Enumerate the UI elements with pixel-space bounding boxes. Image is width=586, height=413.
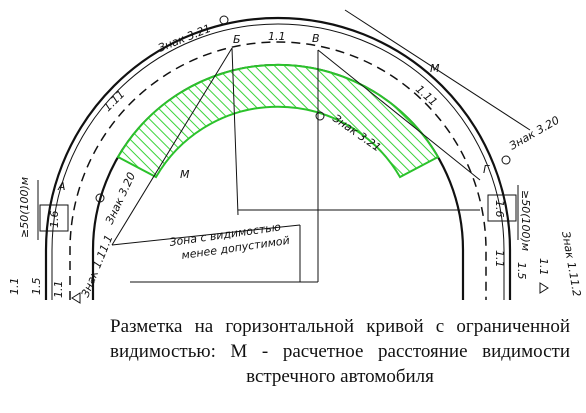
dimension-lines [37,9,549,304]
leader [111,224,301,246]
sign-icon [95,193,105,203]
marking-box [487,194,517,222]
caption: Разметка на горизонтальной кривой с огра… [110,316,570,387]
label: М [180,168,190,181]
label: Знак 1.11.1 [79,233,116,299]
label: 1.5 [30,278,43,296]
label: Б [233,33,241,46]
label: 1.6 [493,200,506,218]
label: ≥50(100)м [519,190,532,251]
sight-line [317,49,481,181]
road-outer-edge [44,16,512,300]
dimension-m [344,9,531,131]
label: Знак 3.20 [507,114,562,153]
road [44,16,512,300]
sign-icon [315,111,325,121]
label: А [57,180,66,193]
road-outer-line [51,23,505,300]
label: Знак 3.21 [156,22,212,55]
label: 1.1 [8,278,21,296]
label: В [312,32,320,45]
marking-box [39,204,69,232]
label: Знак 1.11.2 [559,230,583,297]
label: ≥50(100)м [18,177,31,238]
sight-line [111,47,233,246]
label: 1.1 [537,258,550,276]
arrows [71,282,549,304]
label: Г [483,163,490,176]
label: 1.6 [48,211,61,229]
sign-icon [219,15,229,25]
sight-line [231,47,239,216]
label: 1.1 [52,281,65,299]
label: 1.5 [515,262,528,280]
label: 1.1 [268,30,286,43]
label: 1.1 [493,250,506,268]
low-visibility-zone [116,63,440,179]
sign-icon [501,155,511,165]
label: М [430,62,440,75]
road-centerline [69,41,487,300]
